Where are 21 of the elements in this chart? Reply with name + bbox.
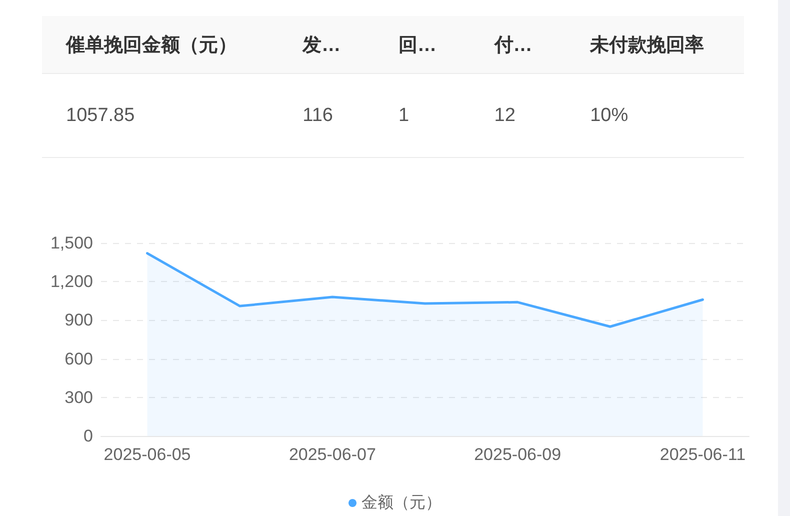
category-label: 回… (374, 16, 470, 74)
x-tick-label: 2025-06-07 (288, 445, 376, 464)
text: 1057.85 (66, 104, 135, 126)
x-tick-label: 2025-06-09 (474, 445, 562, 464)
category-label: 催单挽回金额（元） (42, 16, 279, 74)
y-tick-label: 300 (64, 388, 93, 407)
x-tick-label: 2025-06-05 (104, 445, 191, 464)
text: 10% (590, 104, 628, 126)
text: 12 (494, 104, 516, 126)
category-label: 付… (470, 16, 566, 74)
category-label: 未付款挽回率 (566, 16, 744, 74)
x-tick-label: 2025-06-11 (660, 445, 746, 464)
legend-label: 金额（元） (362, 494, 442, 512)
text: 1 (398, 104, 410, 126)
y-tick-label: 1,200 (50, 272, 93, 292)
y-tick-label: 1,500 (50, 234, 93, 252)
category-label: 发… (278, 16, 374, 74)
y-tick-label: 900 (64, 310, 93, 330)
y-tick-label: 600 (64, 349, 93, 368)
y-tick-label: 0 (84, 426, 93, 446)
text: 116 (302, 104, 333, 126)
